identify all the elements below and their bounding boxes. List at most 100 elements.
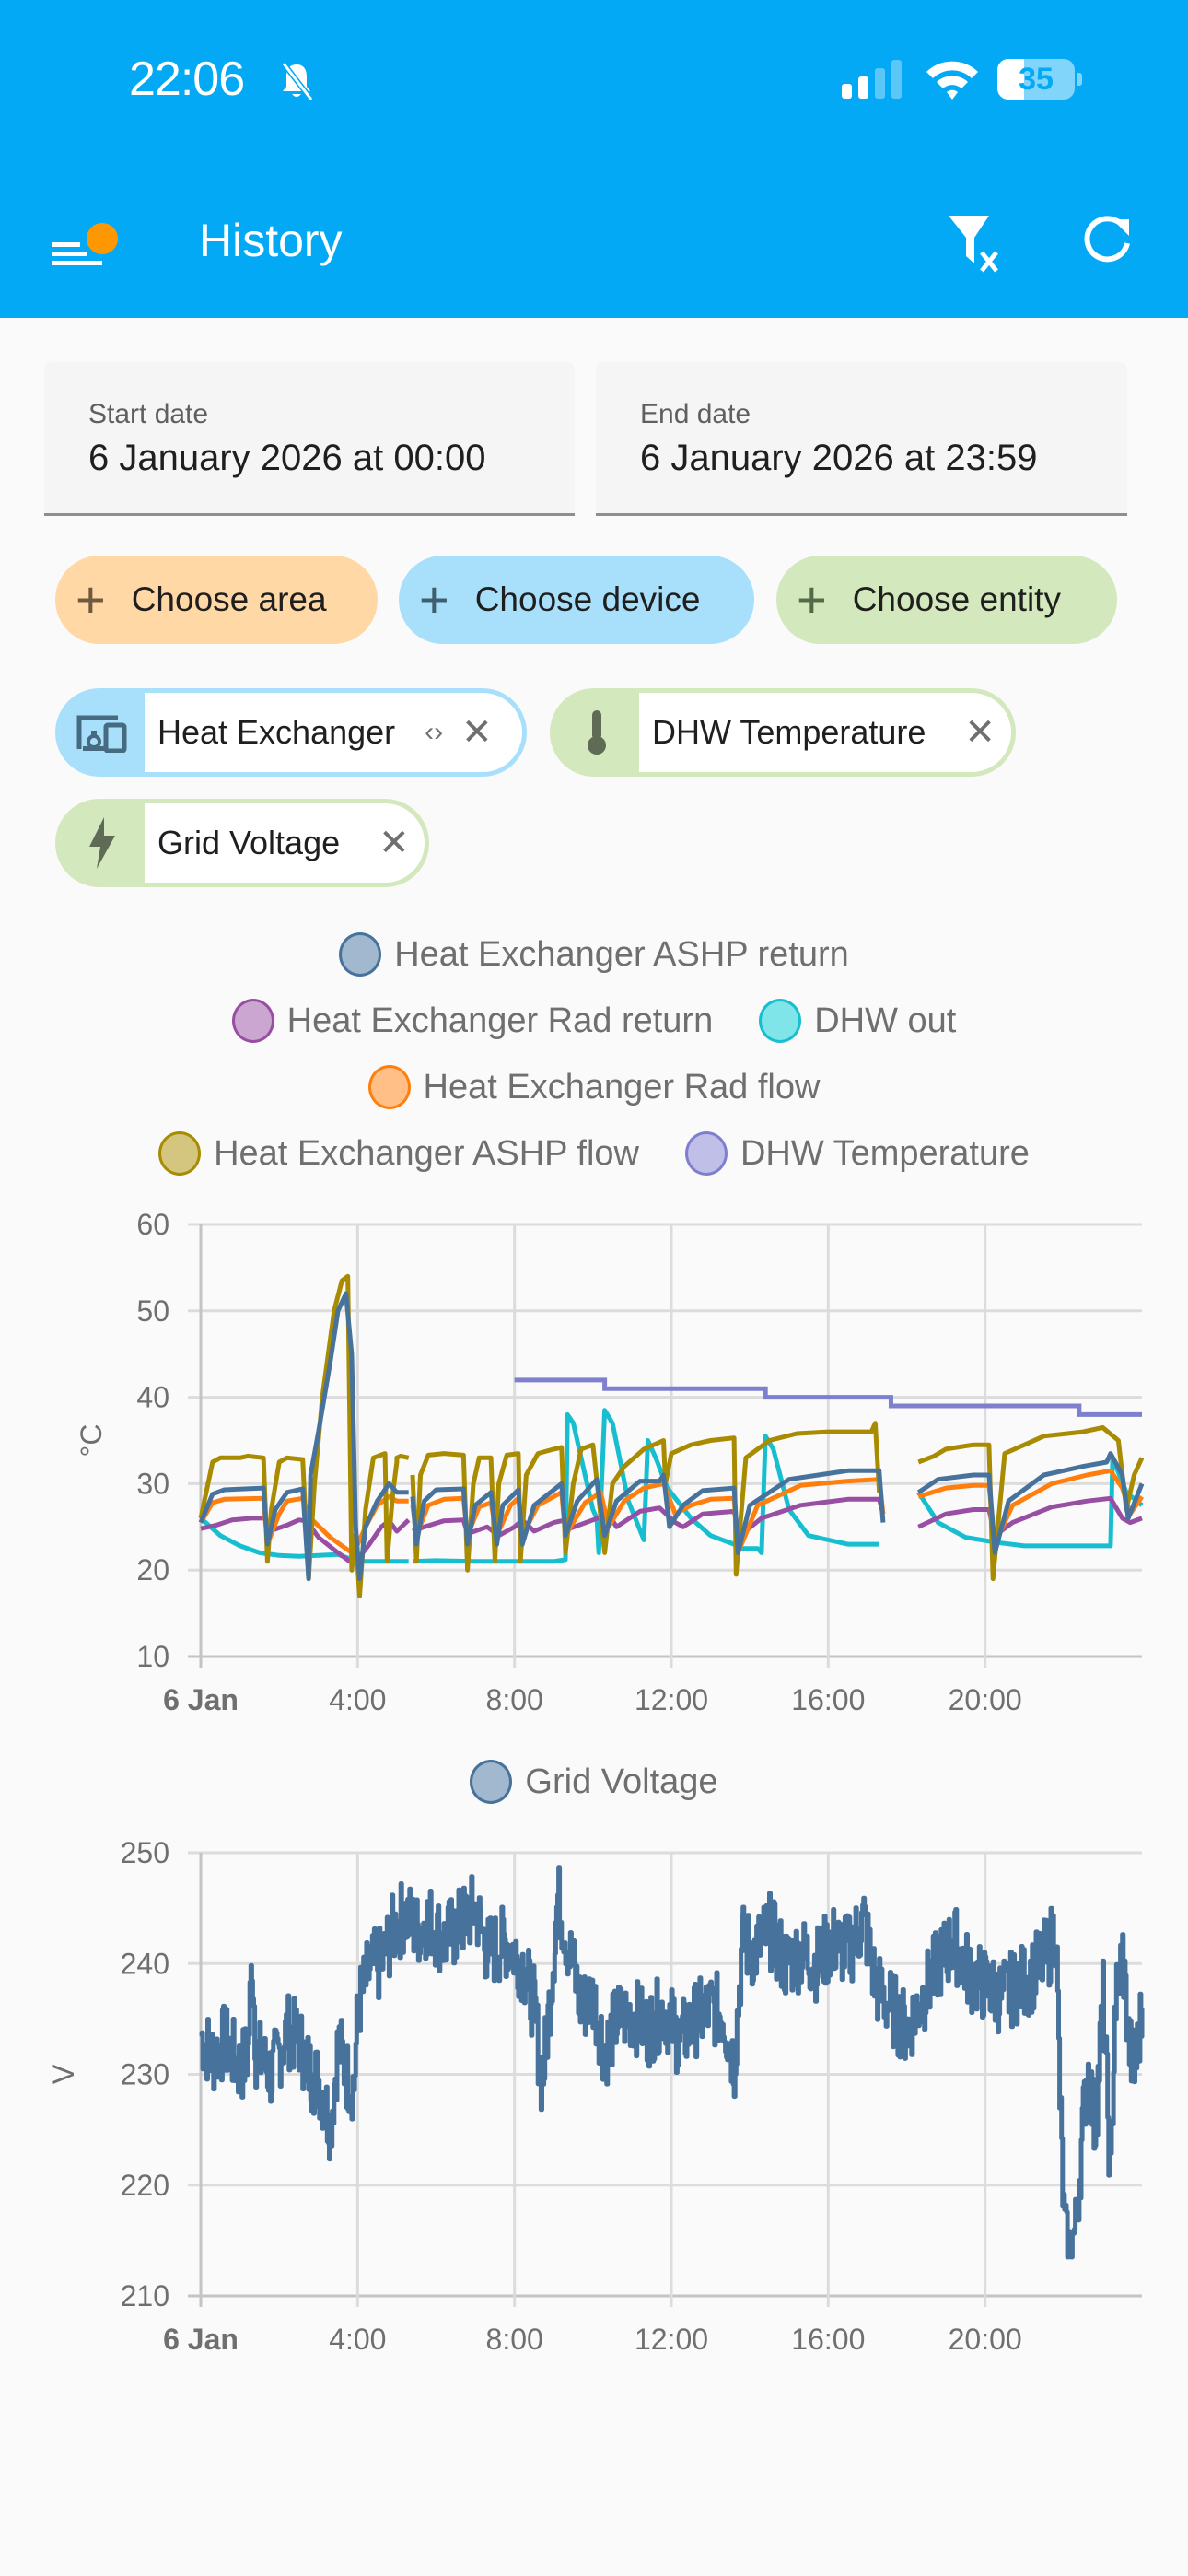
legend-label: Heat Exchanger Rad flow — [423, 1067, 821, 1107]
y-tick-label: 250 — [121, 1836, 169, 1869]
end-date-label: End date — [640, 399, 751, 429]
legend-row: Heat Exchanger ASHP return — [0, 932, 1188, 977]
x-tick-label: 6 Jan — [163, 2323, 239, 2356]
end-date-value: 6 January 2026 at 23:59 — [640, 438, 1038, 478]
close-icon[interactable]: ✕ — [964, 712, 996, 753]
battery-fill — [997, 59, 1025, 100]
start-date-value: 6 January 2026 at 00:00 — [88, 438, 486, 478]
legend-row: Grid Voltage — [0, 1760, 1188, 1804]
chip-label: Grid Voltage — [157, 824, 341, 861]
x-tick-label: 16:00 — [791, 2323, 865, 2356]
temperature-chart[interactable]: 60 50 40 30 20 10 6 Jan 4:00 8:00 12:00 16:00 20:00… — [0, 1198, 1188, 1732]
close-icon[interactable]: ✕ — [461, 712, 493, 753]
legend-row: Heat Exchanger Rad return DHW out — [0, 999, 1188, 1043]
y-tick-label: 240 — [121, 1947, 169, 1980]
x-tick-label: 12:00 — [635, 2323, 708, 2356]
x-tick-label: 8:00 — [486, 1683, 543, 1716]
series-line[interactable] — [410, 1468, 886, 1555]
close-icon[interactable]: ✕ — [379, 823, 410, 863]
y-tick-label: 220 — [121, 2169, 169, 2202]
page-title: History — [199, 215, 343, 266]
legend-swatch — [158, 1131, 202, 1176]
series-line[interactable] — [917, 1468, 1145, 1547]
choose-area-label: Choose area — [131, 580, 327, 618]
choose-entity-button[interactable]: + Choose entity — [776, 556, 1117, 644]
series-line[interactable] — [916, 1455, 1144, 1549]
menu-icon[interactable] — [37, 203, 129, 276]
legend-row: Heat Exchanger ASHP flow DHW Temperature — [0, 1131, 1188, 1176]
y-axis-label: °C — [75, 1424, 108, 1458]
y-tick-label: 60 — [136, 1208, 169, 1241]
y-tick-label: 30 — [136, 1467, 169, 1500]
battery-icon: 35 — [997, 59, 1082, 100]
y-tick-label: 20 — [136, 1553, 169, 1587]
legend-item[interactable]: Heat Exchanger ASHP flow — [158, 1131, 639, 1176]
legend-swatch — [470, 1760, 513, 1804]
legend-item[interactable]: DHW Temperature — [684, 1131, 1030, 1176]
battery-percent: 35 — [1019, 62, 1054, 97]
signal-icon — [842, 60, 902, 99]
series-line[interactable] — [916, 1451, 1145, 1555]
lightning-bolt-icon — [60, 799, 145, 887]
legend-item[interactable]: Heat Exchanger Rad return — [231, 999, 714, 1043]
series-line[interactable] — [198, 1291, 409, 1582]
start-date-field[interactable]: Start date 6 January 2026 at 00:00 — [44, 362, 575, 516]
plus-icon: + — [419, 570, 449, 628]
x-tick-label: 6 Jan — [163, 1683, 239, 1716]
series-line[interactable] — [199, 1865, 1145, 2260]
choose-device-button[interactable]: + Choose device — [399, 556, 754, 644]
legend-swatch — [759, 999, 802, 1043]
x-tick-label: 20:00 — [949, 1683, 1022, 1716]
end-date-field[interactable]: End date 6 January 2026 at 23:59 — [596, 362, 1127, 516]
legend-item[interactable]: Heat Exchanger ASHP return — [339, 932, 849, 977]
selected-chip-heat-exchanger[interactable]: Heat Exchanger ‹› ✕ — [55, 688, 527, 777]
choose-area-button[interactable]: + Choose area — [55, 556, 378, 644]
chip-label: DHW Temperature — [652, 713, 926, 751]
x-tick-label: 16:00 — [791, 1683, 865, 1716]
x-tick-label: 20:00 — [949, 2323, 1022, 2356]
legend-item[interactable]: Grid Voltage — [470, 1760, 718, 1804]
legend-item[interactable]: Heat Exchanger Rad flow — [367, 1065, 821, 1109]
choose-entity-label: Choose entity — [852, 580, 1061, 618]
selected-chip-dhw-temperature[interactable]: DHW Temperature ✕ — [550, 688, 1016, 777]
devices-icon — [60, 688, 145, 777]
legend-swatch — [367, 1065, 411, 1109]
y-tick-label: 230 — [121, 2058, 169, 2091]
series-line[interactable] — [917, 1424, 1145, 1582]
series-line[interactable] — [198, 1494, 409, 1555]
plus-icon: + — [76, 570, 106, 628]
selected-chip-grid-voltage[interactable]: Grid Voltage ✕ — [55, 799, 429, 887]
choose-device-label: Choose device — [474, 580, 701, 618]
chip-label: Heat Exchanger — [157, 713, 396, 751]
plus-icon: + — [797, 570, 827, 628]
legend-label: DHW out — [814, 1001, 957, 1040]
y-tick-label: 50 — [136, 1294, 169, 1328]
y-tick-label: 10 — [136, 1640, 169, 1673]
series-line[interactable] — [198, 1273, 410, 1598]
series-line[interactable] — [410, 1421, 882, 1577]
voltage-chart[interactable]: 250 240 230 220 210 6 Jan 4:00 8:00 12:00 16:00 20… — [0, 1824, 1188, 2368]
y-tick-label: 40 — [136, 1381, 169, 1414]
legend-swatch — [684, 1131, 728, 1176]
series-line[interactable] — [412, 1408, 879, 1564]
legend-row: Heat Exchanger Rad flow — [0, 1065, 1188, 1109]
wifi-icon — [926, 61, 978, 100]
notification-badge — [87, 223, 118, 254]
x-tick-label: 12:00 — [635, 1683, 708, 1716]
refresh-icon[interactable] — [1079, 212, 1135, 267]
x-tick-label: 4:00 — [329, 1683, 386, 1716]
series-line[interactable] — [917, 1495, 1143, 1539]
legend-item[interactable]: DHW out — [759, 999, 956, 1043]
legend-label: Heat Exchanger Rad return — [286, 1001, 714, 1040]
y-axis-label: V — [47, 2064, 80, 2084]
expand-icon[interactable]: ‹› — [425, 717, 444, 747]
bell-off-icon — [281, 62, 314, 101]
legend-label: Heat Exchanger ASHP flow — [214, 1133, 639, 1173]
status-time: 22:06 — [129, 53, 245, 106]
legend-swatch — [339, 932, 382, 977]
filter-remove-icon[interactable] — [944, 210, 1008, 275]
legend-label: Grid Voltage — [525, 1762, 718, 1801]
thermometer-icon — [554, 688, 639, 777]
series-line[interactable] — [514, 1377, 1142, 1417]
x-tick-label: 4:00 — [329, 2323, 386, 2356]
